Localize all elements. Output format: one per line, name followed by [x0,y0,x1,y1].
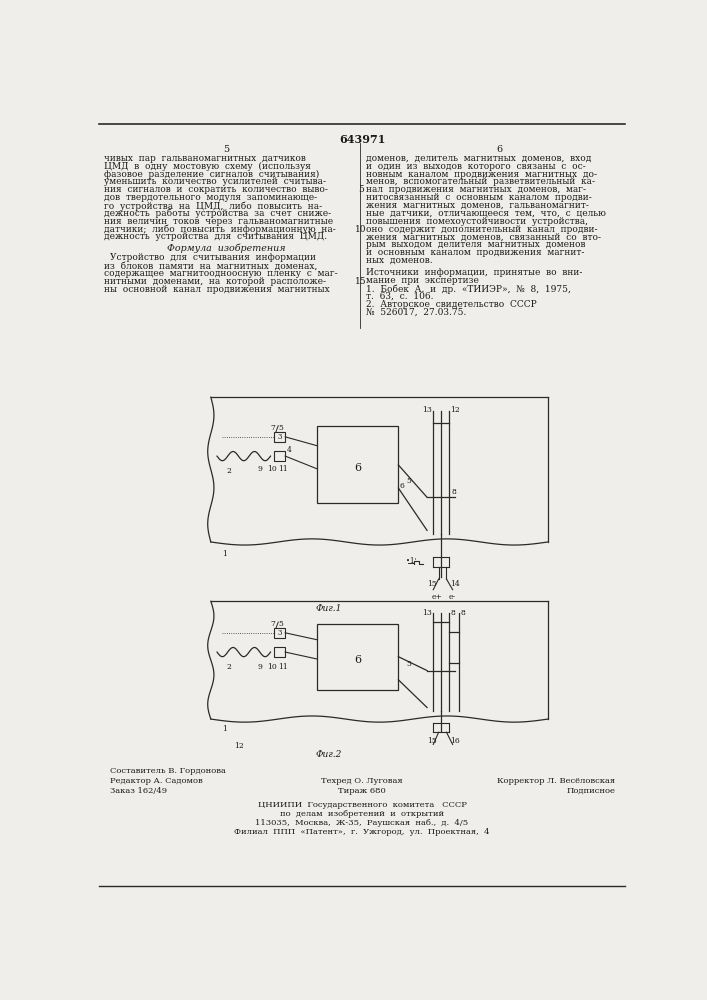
Text: фазовое  разделение  сигналов  считывания): фазовое разделение сигналов считывания) [104,170,319,179]
Bar [274,628,285,638]
Text: e+: e+ [432,593,443,601]
Text: 3: 3 [278,433,282,441]
Text: 1: 1 [223,725,228,733]
Text: дов  твердотельного  модуля  запоминающе-: дов твердотельного модуля запоминающе- [104,193,317,202]
Text: доменов,  делитель  магнитных  доменов,  вход: доменов, делитель магнитных доменов, вхо… [366,154,591,163]
Text: по  делам  изобретений  и  открытий: по делам изобретений и открытий [280,810,444,818]
Text: ЦМД  в  одну  мостовую  схему  (используя: ЦМД в одну мостовую схему (используя [104,162,311,171]
Text: 6: 6 [354,655,361,665]
Text: Техред О. Луговая: Техред О. Луговая [321,777,403,785]
Text: 113035,  Москва,  Ж-35,  Раушская  наб.,  д.  4/5: 113035, Москва, Ж-35, Раушская наб., д. … [255,819,469,827]
Text: мание  при  экспертизе: мание при экспертизе [366,276,479,285]
Text: нитными  доменами,  на  которой  расположе-: нитными доменами, на которой расположе- [104,277,326,286]
Text: 2.  Авторское  свидетельство  СССР: 2. Авторское свидетельство СССР [366,300,537,309]
Text: 9: 9 [257,465,262,473]
Text: 15: 15 [427,737,437,745]
Text: 11: 11 [279,465,288,473]
Text: Подписное: Подписное [566,787,615,795]
Text: Составитель В. Гордонова: Составитель В. Гордонова [110,767,226,775]
Text: и  один  из  выходов  которого  связаны  с  ос-: и один из выходов которого связаны с ос- [366,162,585,171]
Text: менов,  вспомогательный  разветвительный  ка-: менов, вспомогательный разветвительный к… [366,177,595,186]
Text: ния  сигналов  и  сократить  количество  выво-: ния сигналов и сократить количество выво… [104,185,328,194]
Text: повышения  помехоустойчивости  устройства,: повышения помехоустойчивости устройства, [366,217,588,226]
Text: ЦНИИПИ  Государственного  комитета   СССР: ЦНИИПИ Государственного комитета СССР [257,801,467,809]
Text: №  526017,  27.03.75.: № 526017, 27.03.75. [366,308,466,317]
Text: ные  датчики,  отличающееся  тем,  что,  с  целью: ные датчики, отличающееся тем, что, с це… [366,209,606,218]
Text: 5: 5 [406,477,411,485]
Text: 1.  Бобек  А.  и  др.  «ТИИЭР»,  №  8,  1975,: 1. Бобек А. и др. «ТИИЭР», № 8, 1975, [366,284,571,294]
Text: 8: 8 [450,609,455,617]
Text: 4: 4 [287,446,292,454]
Text: 2: 2 [226,663,231,671]
Text: 3: 3 [278,629,282,637]
Text: из  блоков  памяти  на  магнитных  доменах,: из блоков памяти на магнитных доменах, [104,261,317,270]
Text: 9: 9 [257,663,262,671]
Text: 6: 6 [400,482,405,490]
Text: 11: 11 [279,663,288,671]
Text: го  устройства  на  ЦМД,  либо  повысить  на-: го устройства на ЦМД, либо повысить на- [104,201,322,211]
Text: •1': •1' [406,557,416,565]
Bar [317,426,398,503]
Text: содержащее  магнитоодноосную  пленку  с  маг-: содержащее магнитоодноосную пленку с маг… [104,269,337,278]
Text: 13: 13 [422,406,432,414]
Text: 5: 5 [279,424,283,432]
Text: 8: 8 [460,609,465,617]
Text: 5: 5 [279,620,283,629]
Text: 10: 10 [267,663,276,671]
Text: 1: 1 [223,550,228,558]
Bar [274,647,285,657]
Text: 643971: 643971 [339,134,385,145]
Text: ных  доменов.: ных доменов. [366,256,433,265]
Text: 6: 6 [496,145,502,154]
Text: Редактор А. Садомов: Редактор А. Садомов [110,777,203,785]
Text: и  основным  каналом  продвижения  магнит-: и основным каналом продвижения магнит- [366,248,584,257]
Text: нитосвязанный  с  основным  каналом  продви-: нитосвязанный с основным каналом продви- [366,193,592,202]
Text: Источники  информации,  принятые  во  вни-: Источники информации, принятые во вни- [366,268,582,277]
Text: датчики;  либо  повысить  информационную  на-: датчики; либо повысить информационную на… [104,225,336,234]
Text: Филиал  ППП  «Патент»,  г.  Ужгород,  ул.  Проектная,  4: Филиал ППП «Патент», г. Ужгород, ул. Про… [234,828,490,836]
Text: дежность  работы  устройства  за  счет  сниже-: дежность работы устройства за счет сниже… [104,209,331,218]
Text: ны  основной  канал  продвижения  магнитных: ны основной канал продвижения магнитных [104,285,329,294]
Text: Формула  изобретения: Формула изобретения [167,243,286,253]
Text: 15: 15 [356,277,367,286]
Text: 7: 7 [271,620,275,629]
Text: Заказ 162/49: Заказ 162/49 [110,787,167,795]
Text: дежность  устройства  для  считывания  ЦМД.: дежность устройства для считывания ЦМД. [104,232,327,241]
Text: 2: 2 [226,467,231,475]
Bar [274,432,285,442]
Bar [317,624,398,690]
Text: Корректор Л. Весёловская: Корректор Л. Весёловская [497,777,615,785]
Text: Фиг.1: Фиг.1 [315,604,341,613]
Text: ния  величин  токов  через  гальваномагнитные: ния величин токов через гальваномагнитны… [104,217,333,226]
Text: 15: 15 [427,580,437,588]
Text: т.  63,  с.  106.: т. 63, с. 106. [366,292,433,301]
Text: 12: 12 [234,742,244,750]
Text: уменьшить  количество  усилителей  считыва-: уменьшить количество усилителей считыва- [104,177,326,186]
Bar [274,451,285,461]
Text: 12: 12 [450,406,460,414]
Text: Фиг.2: Фиг.2 [315,750,341,759]
Text: 14: 14 [450,580,460,588]
Text: Тираж 680: Тираж 680 [338,787,386,795]
Text: 16: 16 [450,737,460,745]
Text: 5: 5 [358,185,364,194]
Text: рым  выходом  делителя  магнитных  доменов: рым выходом делителя магнитных доменов [366,240,585,249]
Text: оно  содержит  дополнительный  канал  продви-: оно содержит дополнительный канал продви… [366,225,597,234]
Text: 7: 7 [271,424,275,432]
Text: 10: 10 [356,225,367,234]
Text: 5: 5 [223,145,229,154]
Text: 13: 13 [422,609,432,617]
Text: нал  продвижения  магнитных  доменов,  маг-: нал продвижения магнитных доменов, маг- [366,185,586,194]
Text: 8: 8 [451,488,456,496]
Text: жения  магнитных  доменов,  связанный  со  вто-: жения магнитных доменов, связанный со вт… [366,232,601,241]
Text: жения  магнитных  доменов,  гальваномагнит-: жения магнитных доменов, гальваномагнит- [366,201,589,210]
Text: e-: e- [449,593,456,601]
Text: чивых  пар  гальваномагнитных  датчиков: чивых пар гальваномагнитных датчиков [104,154,305,163]
Text: новным  каналом  продвижения  магнитных  до-: новным каналом продвижения магнитных до- [366,170,597,179]
Text: 10: 10 [267,465,276,473]
Text: 6: 6 [354,463,361,473]
Text: Устройство  для  считывания  информации: Устройство для считывания информации [110,253,316,262]
Text: 5: 5 [406,660,411,668]
